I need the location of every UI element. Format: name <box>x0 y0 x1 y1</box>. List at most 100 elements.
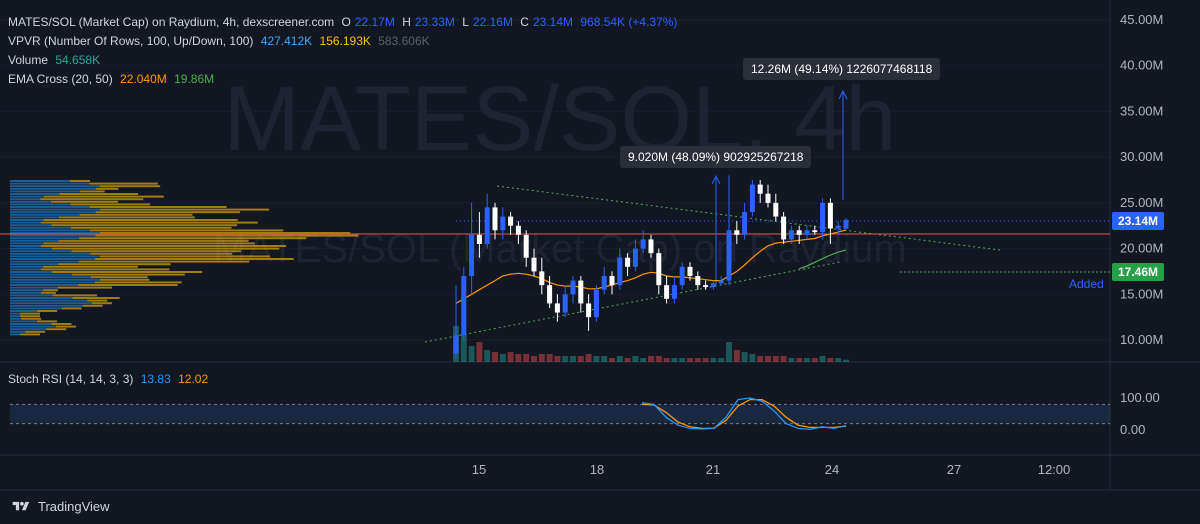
candles[interactable] <box>453 175 849 359</box>
candle-body <box>648 239 654 254</box>
legend-stoch[interactable]: Stoch RSI (14, 14, 3, 3) 13.83 12.02 <box>8 371 212 387</box>
vpvr-down-bar <box>79 237 307 240</box>
volume-bar <box>546 354 553 362</box>
volume-bars <box>453 326 849 362</box>
price-axis: 45.00M 40.00M 35.00M 30.00M 25.00M 20.00M 15.0… <box>1120 12 1163 347</box>
vpvr-up-bar <box>10 234 96 237</box>
vpvr-up-bar <box>10 328 47 331</box>
volume-bar <box>827 358 834 362</box>
candle-body <box>781 216 787 240</box>
candle-body <box>453 335 459 354</box>
candle-body <box>703 285 709 287</box>
vpvr-down-bar <box>51 200 118 203</box>
volume-bar <box>484 350 491 362</box>
vpvr-up-bar <box>10 185 100 188</box>
volume-bar <box>585 354 592 362</box>
vpvr-down-bar <box>99 208 270 211</box>
vpvr-up-bar <box>10 265 44 268</box>
vpvr-up-bar <box>10 281 95 284</box>
vpvr-up-bar <box>10 302 92 305</box>
open-label: O <box>341 15 351 29</box>
vpvr-down-bar <box>58 263 171 266</box>
vpvr-down-bar <box>37 320 58 323</box>
candle-body <box>671 285 677 299</box>
time-tick-label: 21 <box>706 462 720 477</box>
price-tick-label: 20.00M <box>1120 241 1163 256</box>
candle-body <box>773 202 779 217</box>
vpvr-up-bar <box>10 193 60 195</box>
candle-body <box>617 257 623 286</box>
volume-bar <box>765 356 771 362</box>
vpvr-down-bar <box>79 213 193 216</box>
close-label: C <box>520 15 529 29</box>
tradingview-logo[interactable]: TradingView <box>10 499 110 514</box>
stoch-label: Stoch RSI (14, 14, 3, 3) <box>8 372 134 386</box>
low-label: L <box>462 15 469 29</box>
candle-body <box>508 216 514 226</box>
vpvr-down-bar <box>71 226 232 229</box>
vpvr-down-bar <box>99 232 351 234</box>
vpvr-down-bar <box>51 323 72 325</box>
candle-body <box>632 248 638 267</box>
volume-value: 54.658K <box>55 53 101 67</box>
candle-body <box>820 202 826 233</box>
vpvr-up-bar <box>10 260 79 263</box>
measure-tooltip-1: 9.020M (48.09%) 902925267218 <box>620 146 812 168</box>
legend-ema[interactable]: EMA Cross (20, 50) 22.040M 19.86M <box>8 71 218 87</box>
volume-bar <box>538 354 545 362</box>
vpvr-down-bar <box>40 221 258 224</box>
vpvr-down-bar <box>43 219 238 221</box>
time-tick-label: 27 <box>947 462 961 477</box>
volume-bar <box>757 356 764 362</box>
vpvr-up-bar <box>10 232 100 234</box>
vpvr-down-bar <box>70 203 151 206</box>
candle-body <box>539 271 545 286</box>
vpvr-down-bar <box>20 315 40 318</box>
vpvr-down-bar <box>99 278 150 281</box>
vpvr-up-bar <box>10 224 52 227</box>
close-value: 23.14M <box>532 15 573 29</box>
legend-volume[interactable]: Volume 54.658K <box>8 52 104 68</box>
candle-body <box>601 276 607 290</box>
vpvr-down-bar <box>95 258 294 260</box>
legend-symbol[interactable]: MATES/SOL (Market Cap) on Raydium, 4h, d… <box>8 15 335 29</box>
ema20-value: 22.040M <box>120 72 167 86</box>
candle-body <box>804 230 810 235</box>
vpvr-up-bar <box>10 255 100 258</box>
candle-body <box>749 184 755 212</box>
volume-bar <box>523 354 530 362</box>
candle-body <box>788 230 794 240</box>
price-tick-label: 10.00M <box>1120 332 1163 347</box>
vpvr-down-bar <box>70 180 90 182</box>
stoch-band <box>10 404 1110 424</box>
vpvr-down-bar <box>89 206 227 208</box>
alert-price-tag[interactable]: 17.46M <box>1111 263 1164 281</box>
candle-body <box>547 285 553 304</box>
volume-bar <box>492 352 498 362</box>
vpvr-up-bar <box>10 299 88 302</box>
vpvr-up-bar <box>10 245 41 247</box>
vpvr-down-bar <box>43 265 138 268</box>
legend-main: MATES/SOL (Market Cap) on Raydium, 4h, d… <box>8 14 681 30</box>
stoch-k-value: 13.83 <box>140 372 171 386</box>
vpvr-down-bar <box>46 328 67 331</box>
candle-body <box>554 303 560 313</box>
price-tick-label: 30.00M <box>1120 149 1163 164</box>
volume-profile <box>10 180 359 336</box>
volume-bar <box>811 358 818 362</box>
vpvr-up-bar <box>10 317 22 320</box>
vpvr-down-bar <box>58 239 249 242</box>
vpvr-up-bar <box>10 310 38 312</box>
vpvr-down-bar <box>90 229 284 232</box>
vpvr-up-bar <box>10 291 41 294</box>
vpvr-up-bar <box>10 312 20 315</box>
legend-vpvr[interactable]: VPVR (Number Of Rows, 100, Up/Down, 100)… <box>8 33 434 49</box>
measure-tooltip-2: 12.26M (49.14%) 1226077468118 <box>743 58 941 80</box>
volume-bar <box>687 358 693 362</box>
ema20-line <box>455 229 847 304</box>
vpvr-up-bar <box>10 180 70 182</box>
time-tick-label: 18 <box>590 462 604 477</box>
vpvr-up-bar <box>10 213 80 216</box>
trendlines[interactable] <box>0 89 1110 343</box>
